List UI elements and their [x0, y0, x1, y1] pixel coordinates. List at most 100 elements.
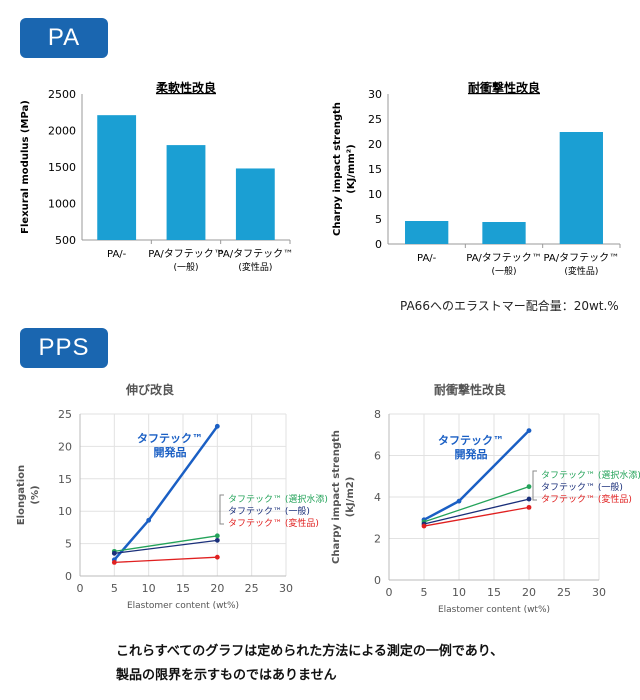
y-axis-unit: (kJ/m2) — [345, 477, 356, 518]
y-tick-label: 5 — [375, 213, 382, 226]
bar — [166, 145, 206, 240]
y-tick-label: 2 — [374, 533, 381, 546]
series-point-denatured — [421, 523, 427, 529]
pa-flexural-chart: 柔軟性改良 Flexural modulus (MPa) 500 1000 1500 20… — [20, 80, 294, 273]
y-tick-label: 0 — [65, 570, 72, 583]
y-tick-label: 10 — [368, 188, 382, 201]
chart-title: 耐衝撃性改良 — [468, 80, 540, 95]
series-point-denatured — [526, 504, 532, 510]
legend-bracket — [219, 494, 224, 525]
footer-line-1: これらすべてのグラフは定められた方法による測定の一例であり、 — [116, 644, 504, 659]
series-point-modified — [214, 533, 220, 539]
y-tick-label: 5 — [65, 538, 72, 551]
y-axis-label: Charpy impact strength (kJ/m2) — [331, 430, 356, 564]
bar — [235, 168, 275, 240]
series-point-dev — [146, 517, 152, 523]
category-sublabel: (変性品) — [564, 265, 598, 277]
y-tick-label: 15 — [58, 473, 72, 486]
footer-line-2: 製品の限界を示すものではありません — [116, 668, 337, 683]
x-tick-label: 5 — [421, 586, 428, 599]
series-label-dev: タフテック™ — [438, 434, 504, 447]
series-sublabel-dev: 開発品 — [455, 447, 488, 461]
category-label: PA/タフテック™ — [148, 248, 224, 260]
svg-text:Charpy impact strength: Charpy impact strength — [331, 430, 342, 564]
series-point-general — [526, 496, 532, 502]
y-axis-unit: (KJ/mm²) — [346, 144, 357, 193]
y-tick-label: 15 — [368, 163, 382, 176]
x-tick-label: 10 — [142, 582, 156, 595]
x-axis-label: Elastomer content (wt%) — [438, 605, 550, 615]
category-label: PA/タフテック™ — [218, 248, 294, 260]
y-tick-label: 25 — [368, 113, 382, 126]
footer-note: これらすべてのグラフは定められた方法による測定の一例であり、 製品の限界を示すも… — [116, 640, 503, 688]
series-label-modified: タフテック™ (選択水添) — [228, 493, 328, 505]
y-tick-label: 6 — [374, 450, 381, 463]
series-label-denatured: タフテック™ (変性品) — [541, 493, 632, 505]
category-label: PA/タフテック™ — [466, 252, 542, 264]
y-axis-label: Charpy impact strength (KJ/mm²) — [332, 102, 357, 236]
category-sublabel: (一般) — [173, 261, 198, 273]
series-point-dev — [456, 498, 462, 504]
x-tick-label: 20 — [210, 582, 224, 595]
pa-note: PA66へのエラストマー配合量：20wt.% — [400, 299, 619, 313]
y-axis-label: Elongation (%) — [16, 465, 41, 525]
pa-impact-chart: 耐衝撃性改良 Charpy impact strength (KJ/mm²) 0 5 10… — [332, 80, 621, 277]
series-point-denatured — [214, 554, 220, 560]
y-tick-label: 1000 — [48, 198, 76, 211]
series-label-dev: タフテック™ — [137, 432, 203, 445]
x-tick-label: 30 — [592, 586, 606, 599]
chart-title: 柔軟性改良 — [155, 80, 216, 95]
series-line-denatured — [423, 506, 530, 527]
y-tick-label: 0 — [374, 574, 381, 587]
x-tick-label: 5 — [111, 582, 118, 595]
series-point-dev — [526, 428, 532, 433]
pps-elongation-chart: 伸び改良 Elongation (%) 0 5 10 15 20 25 0 5 10 15 20 25 30 E… — [16, 382, 328, 611]
series-label-denatured: タフテック™ (変性品) — [228, 517, 319, 529]
y-tick-label: 20 — [58, 440, 72, 453]
x-tick-label: 0 — [77, 582, 84, 595]
category-label: PA/- — [107, 249, 127, 260]
series-sublabel-dev: 開発品 — [154, 445, 187, 459]
series-label-modified: タフテック™ (選択水添) — [541, 469, 640, 481]
y-tick-label: 4 — [374, 491, 381, 504]
y-tick-label: 25 — [58, 408, 72, 421]
chart-title: 伸び改良 — [125, 382, 174, 397]
svg-text:Flexural modulus (MPa): Flexural modulus (MPa) — [20, 100, 31, 234]
y-tick-label: 10 — [58, 505, 72, 518]
y-tick-label: 1500 — [48, 161, 76, 174]
x-tick-label: 30 — [279, 582, 293, 595]
svg-text:Elongation: Elongation — [16, 465, 27, 525]
series-point-modified — [526, 484, 532, 490]
x-tick-label: 25 — [557, 586, 571, 599]
series-line-general — [114, 539, 218, 554]
series-label-general: タフテック™ (一般) — [541, 481, 623, 493]
x-tick-label: 20 — [522, 586, 536, 599]
x-tick-label: 0 — [386, 586, 393, 599]
bar — [97, 115, 137, 240]
y-tick-label: 30 — [368, 88, 382, 101]
x-axis-label: Elastomer content (wt%) — [127, 601, 239, 611]
bar — [482, 222, 526, 244]
series-point-denatured — [111, 559, 117, 565]
legend-bracket — [532, 470, 537, 501]
y-tick-label: 500 — [55, 234, 76, 247]
category-label: PA/- — [417, 253, 437, 264]
series-point-general — [111, 550, 117, 556]
series-line-modified — [423, 486, 530, 523]
y-tick-label: 2000 — [48, 125, 76, 138]
chart-title: 耐衝撃性改良 — [434, 382, 506, 397]
series-point-dev — [214, 423, 220, 429]
series-line-modified — [114, 535, 218, 553]
x-tick-label: 15 — [487, 586, 501, 599]
y-axis-unit: (%) — [30, 485, 41, 504]
x-tick-label: 10 — [452, 586, 466, 599]
section-tag-pa: PA — [20, 18, 108, 58]
series-line-general — [423, 498, 530, 525]
y-axis-label: Flexural modulus (MPa) — [20, 100, 31, 234]
bar — [405, 221, 449, 244]
y-tick-label: 8 — [374, 408, 381, 421]
series-line-denatured — [114, 556, 218, 564]
category-sublabel: (変性品) — [238, 261, 272, 273]
bar — [559, 132, 603, 244]
section-tag-pps: PPS — [20, 328, 108, 368]
